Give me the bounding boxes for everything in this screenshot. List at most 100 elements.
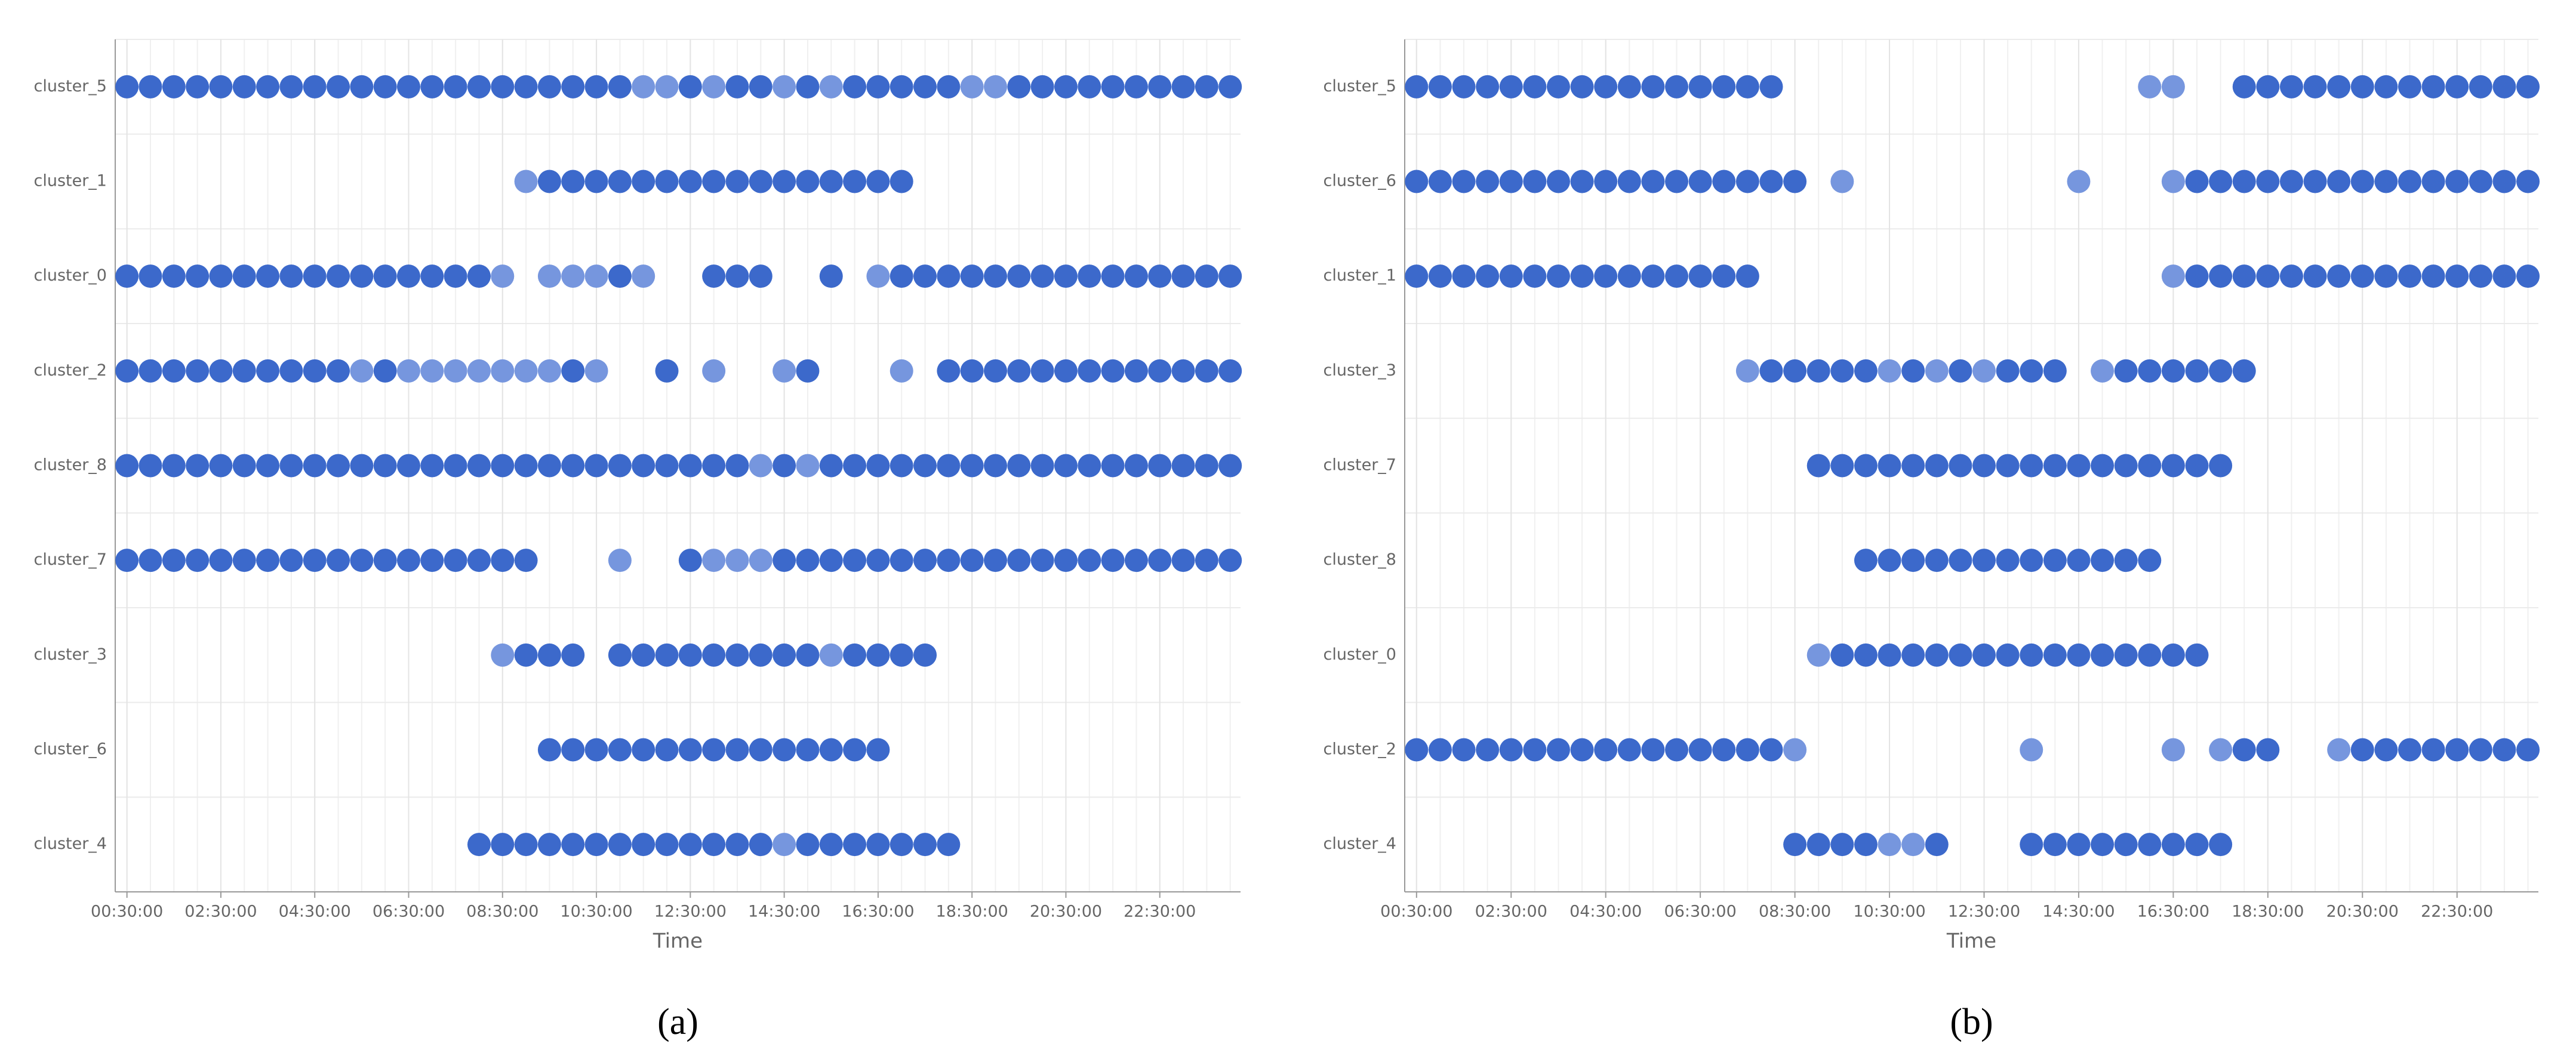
point: [796, 833, 820, 857]
point: [1996, 643, 2020, 667]
point: [1101, 549, 1125, 572]
x-axis-title: Time: [1946, 929, 1996, 953]
point: [1007, 549, 1031, 572]
point: [561, 170, 585, 193]
point: [2232, 170, 2256, 193]
point: [749, 833, 773, 857]
point: [2398, 264, 2422, 288]
point: [890, 170, 913, 193]
point: [725, 643, 749, 667]
point: [2161, 738, 2185, 762]
point: [2043, 549, 2067, 572]
point: [866, 738, 890, 762]
point: [115, 359, 139, 383]
point: [2516, 75, 2540, 98]
point: [2516, 264, 2540, 288]
point: [303, 75, 327, 98]
point: [796, 643, 820, 667]
point: [1054, 75, 1078, 98]
point: [186, 454, 210, 478]
point: [2374, 264, 2398, 288]
point: [1148, 359, 1172, 383]
point: [584, 264, 608, 288]
point: [1878, 454, 1901, 478]
panel: 00:30:00 02:30:00 04:30:00 06:30:00 08:30:00…: [1323, 39, 2540, 1042]
point: [655, 454, 679, 478]
y-tick-label: cluster_2: [1323, 740, 1396, 759]
point: [2185, 833, 2209, 857]
point: [2138, 833, 2162, 857]
point: [2374, 170, 2398, 193]
point: [2114, 549, 2138, 572]
point: [2421, 738, 2445, 762]
point: [2469, 75, 2492, 98]
point: [1972, 549, 1996, 572]
point: [2043, 833, 2067, 857]
point: [2256, 170, 2280, 193]
point: [514, 170, 538, 193]
x-tick-label: 14:30:00: [748, 903, 820, 921]
point: [537, 833, 561, 857]
point: [773, 359, 796, 383]
point: [115, 264, 139, 288]
point: [2185, 170, 2209, 193]
point: [2209, 170, 2233, 193]
point: [2421, 75, 2445, 98]
point: [937, 359, 961, 383]
point: [2185, 264, 2209, 288]
x-tick-label: 08:30:00: [1759, 903, 1831, 921]
point: [1878, 359, 1901, 383]
point: [1195, 549, 1218, 572]
point: [1641, 264, 1665, 288]
point: [749, 75, 773, 98]
point: [232, 264, 256, 288]
point: [1949, 549, 1972, 572]
point: [350, 549, 374, 572]
point: [1546, 75, 1570, 98]
point: [303, 549, 327, 572]
point: [819, 833, 843, 857]
point: [890, 549, 913, 572]
point: [1735, 738, 1759, 762]
point: [632, 264, 655, 288]
point: [491, 454, 515, 478]
point: [2067, 549, 2091, 572]
point: [1665, 264, 1689, 288]
point: [1735, 359, 1759, 383]
point: [1148, 75, 1172, 98]
point: [1617, 264, 1641, 288]
point: [1570, 738, 1594, 762]
point: [1054, 549, 1078, 572]
point: [796, 454, 820, 478]
point: [843, 643, 867, 667]
x-tick-label: 02:30:00: [184, 903, 257, 921]
point: [1078, 454, 1101, 478]
point: [773, 549, 796, 572]
point: [725, 454, 749, 478]
point: [1925, 833, 1949, 857]
point: [1030, 549, 1054, 572]
point: [139, 359, 162, 383]
x-tick-label: 10:30:00: [1853, 903, 1925, 921]
point: [2020, 359, 2043, 383]
point: [350, 75, 374, 98]
point: [561, 643, 585, 667]
point: [1665, 170, 1689, 193]
point: [467, 75, 491, 98]
point: [678, 75, 702, 98]
point: [749, 454, 773, 478]
point: [2469, 738, 2492, 762]
point: [2185, 454, 2209, 478]
point: [2138, 549, 2162, 572]
point: [373, 549, 397, 572]
point: [1949, 359, 1972, 383]
point: [1148, 549, 1172, 572]
point: [1428, 738, 1452, 762]
point: [162, 454, 186, 478]
point: [913, 75, 937, 98]
point: [2232, 75, 2256, 98]
point: [303, 359, 327, 383]
point: [561, 75, 585, 98]
point: [913, 264, 937, 288]
point: [1617, 75, 1641, 98]
